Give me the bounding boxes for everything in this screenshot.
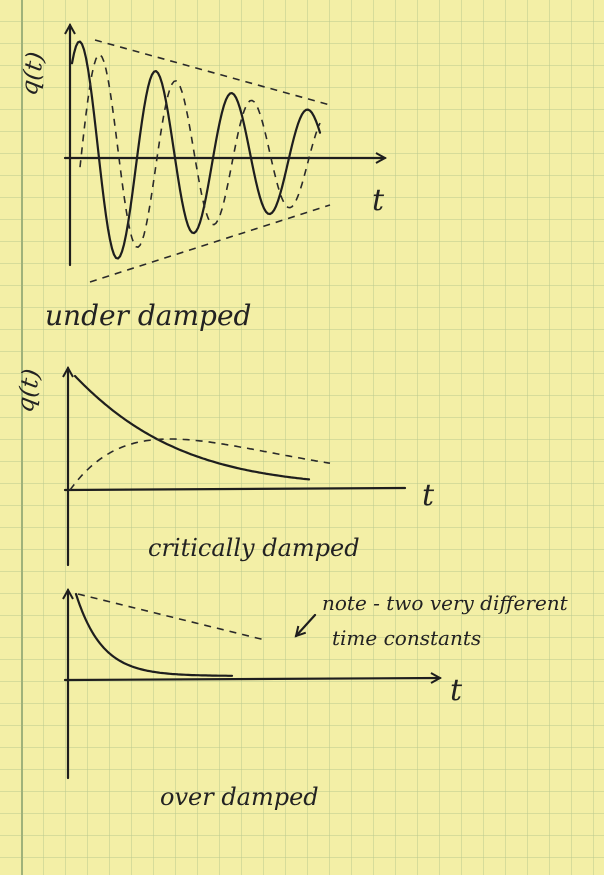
x-label: t: [422, 478, 435, 513]
caption: under damped: [45, 299, 251, 332]
x-label: t: [450, 673, 463, 708]
note: note - two very different: [322, 591, 569, 615]
caption: over damped: [160, 783, 319, 811]
notebook-page: q(t) t under damped q(t) t critically da…: [0, 0, 604, 875]
graph-paper: [0, 0, 604, 875]
caption: critically damped: [148, 534, 360, 562]
note: time constants: [332, 626, 481, 650]
x-label: t: [372, 183, 385, 218]
